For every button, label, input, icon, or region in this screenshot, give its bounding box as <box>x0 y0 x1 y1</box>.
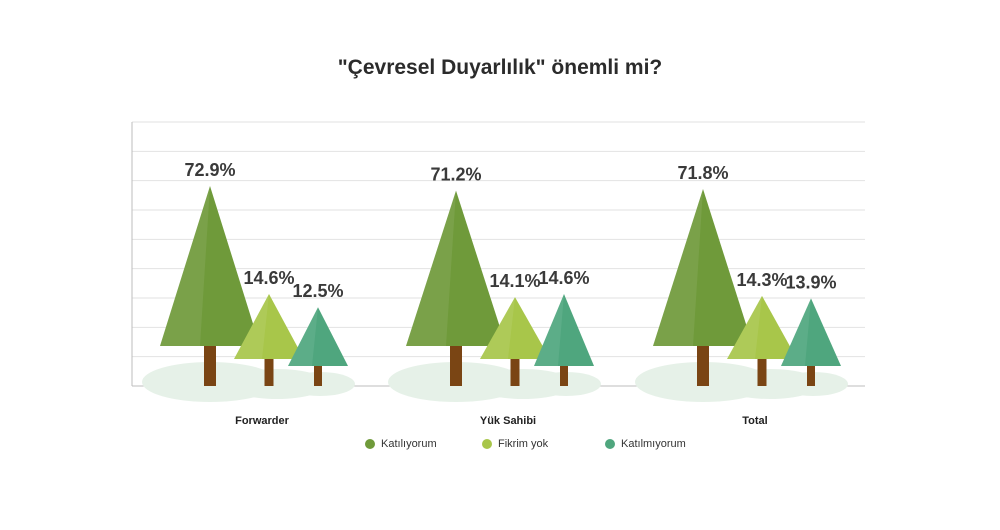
tree-canopy-2 <box>480 297 550 359</box>
legend-label: Katılmıyorum <box>621 438 686 450</box>
value-label: 12.5% <box>292 281 343 301</box>
legend-item: Katılıyorum <box>365 438 437 450</box>
tree-highlight <box>234 294 269 359</box>
ground-shadows <box>142 362 848 402</box>
tree-canopy-1 <box>653 189 753 346</box>
tree-canopy-3 <box>781 298 841 366</box>
value-label: 14.1% <box>489 271 540 291</box>
value-label: 71.2% <box>430 165 481 185</box>
category-label: Total <box>742 415 767 427</box>
tree-highlight <box>534 294 564 366</box>
legend-label: Katılıyorum <box>381 438 437 450</box>
tree-canopy-3 <box>534 294 594 366</box>
tree-highlight <box>480 297 515 359</box>
tree-highlight <box>781 298 811 366</box>
category-label: Forwarder <box>235 415 290 427</box>
tree-canopy-2 <box>234 294 304 359</box>
tree-trunk <box>807 364 815 386</box>
tree-trunk <box>314 364 322 386</box>
category-labels: Forwarder Yük Sahibi Total <box>235 415 768 427</box>
tree-trunk <box>757 357 767 386</box>
tree-trunk <box>450 344 462 386</box>
tree-highlight <box>727 295 762 359</box>
value-label: 13.9% <box>785 272 836 292</box>
trees <box>160 186 841 386</box>
tree-trunk <box>510 357 520 386</box>
value-label: 71.8% <box>677 163 728 183</box>
tree-canopy-1 <box>160 186 260 346</box>
tree-canopy-3 <box>288 307 348 366</box>
tree-trunk <box>697 344 709 386</box>
value-labels: 72.9%14.6%12.5%71.2%14.1%14.6%71.8%14.3%… <box>184 160 836 301</box>
category-label: Yük Sahibi <box>480 415 536 427</box>
value-label: 14.3% <box>736 270 787 290</box>
legend-dot-icon <box>482 439 492 449</box>
legend-label: Fikrim yok <box>498 438 549 450</box>
tree-trunk <box>204 344 216 386</box>
value-label: 14.6% <box>243 268 294 288</box>
legend-item: Katılmıyorum <box>605 438 686 450</box>
legend-item: Fikrim yok <box>482 438 548 450</box>
tree-highlight <box>406 190 456 346</box>
tree-highlight <box>288 307 318 366</box>
value-label: 72.9% <box>184 160 235 180</box>
legend-dot-icon <box>365 439 375 449</box>
chart-title: "Çevresel Duyarlılık" önemli mi? <box>337 56 663 79</box>
tree-canopy-2 <box>727 295 797 359</box>
tree-trunk <box>264 357 274 386</box>
tree-canopy-1 <box>406 190 506 346</box>
tree-highlight <box>160 186 210 346</box>
tree-highlight <box>653 189 703 346</box>
legend: Katılıyorum Fikrim yok Katılmıyorum <box>0 438 1000 458</box>
value-label: 14.6% <box>538 268 589 288</box>
tree-trunk <box>560 364 568 386</box>
legend-dot-icon <box>605 439 615 449</box>
